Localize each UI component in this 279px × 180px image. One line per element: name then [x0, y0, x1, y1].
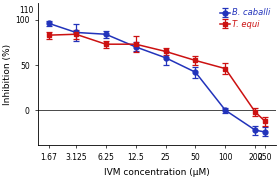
Text: 110: 110	[20, 6, 34, 15]
X-axis label: IVM concentration (μM): IVM concentration (μM)	[104, 168, 210, 177]
Legend: B. caballi, T. equi: B. caballi, T. equi	[219, 8, 271, 29]
Y-axis label: Inhibition (%): Inhibition (%)	[3, 44, 13, 105]
